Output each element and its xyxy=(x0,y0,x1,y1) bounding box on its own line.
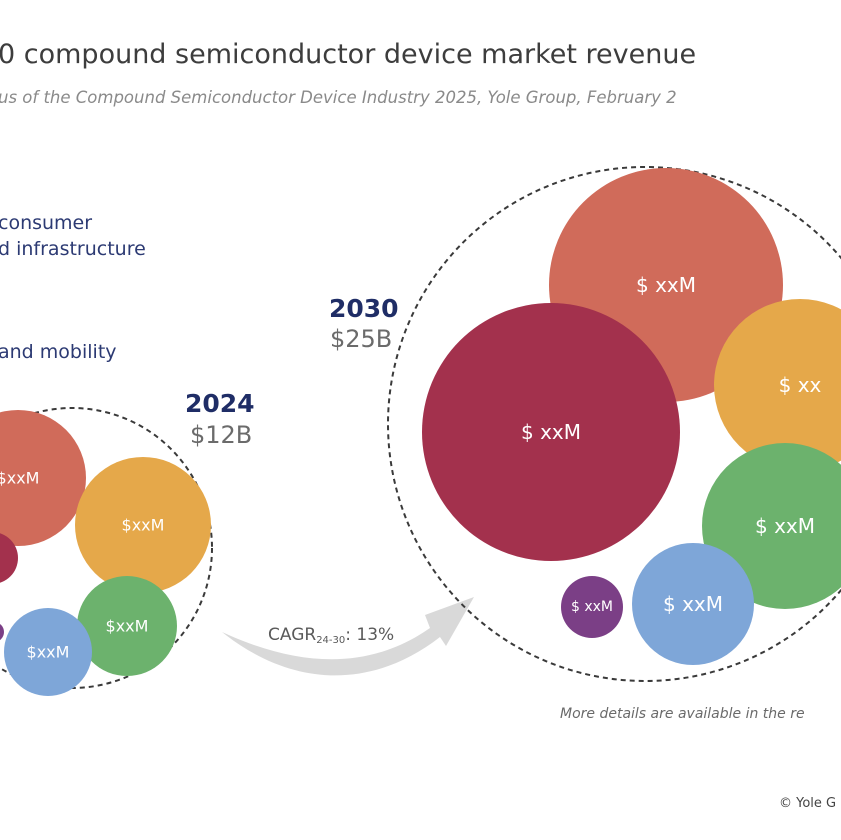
bubble-2030-3 xyxy=(714,299,841,471)
bubble-label-2030-6: $ xxM xyxy=(571,599,613,615)
legend-item-infrastructure: d infrastructure xyxy=(0,238,146,260)
details-note: More details are available in the re xyxy=(560,706,805,722)
bubble-2030-2 xyxy=(422,303,680,561)
chart-title: 0 compound semiconductor device market r… xyxy=(0,39,696,70)
legend-item-consumer: consumer xyxy=(0,212,92,234)
arrow-shape xyxy=(222,597,474,676)
bubble-label-2030-4: $ xxM xyxy=(755,514,815,538)
bubble-2024-3 xyxy=(0,533,18,583)
bubble-2024-2 xyxy=(75,457,211,593)
bubble-label-2030-2: $ xxM xyxy=(521,420,581,444)
bubble-label-2024-1: $xxM xyxy=(0,469,39,488)
year-label-2030: 2030 xyxy=(329,294,399,323)
bubble-2030-5 xyxy=(632,543,754,665)
bubbles-2030: $ xxM $ xxM $ xx $ xxM $ xxM $ xxM xyxy=(422,168,841,665)
cluster-2030: 2030 $25B $ xxM $ xxM $ xx $ xxM $ xxM $ xxM xyxy=(329,166,841,682)
legend-item-mobility: and mobility xyxy=(0,341,117,363)
bubble-2030-6 xyxy=(561,576,623,638)
bubble-2024-1 xyxy=(0,410,86,546)
cagr-arrow: CAGR24-30: 13% xyxy=(222,597,474,676)
bubble-label-2030-1: $ xxM xyxy=(636,273,696,297)
chart-subtitle: us of the Compound Semiconductor Device … xyxy=(0,88,677,107)
bubble-2024-5 xyxy=(4,608,92,696)
year-label-2024: 2024 xyxy=(185,389,255,418)
bubble-label-2024-4: $xxM xyxy=(106,617,149,636)
bubble-label-2024-5: $xxM xyxy=(27,643,70,662)
copyright: © Yole G xyxy=(779,796,836,811)
cagr-label: CAGR24-30: 13% xyxy=(268,625,394,646)
bubble-2024-6 xyxy=(0,624,4,640)
bubbles-2024: $xxM $xxM $xxM $xxM xyxy=(0,410,211,696)
cluster-2024: 2024 $12B $xxM $xxM $xxM $xxM xyxy=(0,389,255,696)
bubble-2024-4 xyxy=(77,576,177,676)
bubble-label-2024-2: $xxM xyxy=(122,516,165,535)
legend: consumer d infrastructure and mobility xyxy=(0,212,146,363)
bubble-label-2030-5: $ xxM xyxy=(663,592,723,616)
cluster-outline-2030 xyxy=(387,166,841,682)
total-label-2030: $25B xyxy=(330,325,392,353)
total-label-2024: $12B xyxy=(190,421,252,449)
bubble-label-2030-3: $ xx xyxy=(779,373,822,397)
